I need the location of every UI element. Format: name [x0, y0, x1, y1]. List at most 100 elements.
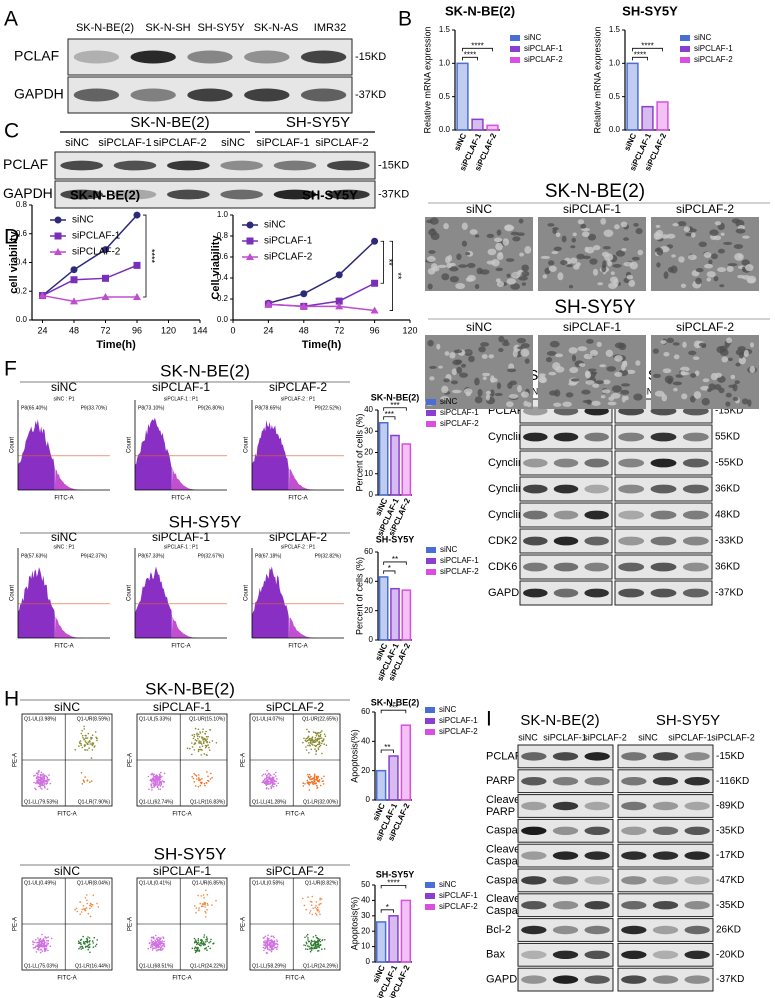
blot-band: [684, 851, 710, 860]
blot-band: [130, 88, 176, 102]
event-dot: [320, 777, 323, 780]
event-dot: [39, 782, 41, 784]
event-dot: [35, 788, 37, 791]
event-dot: [206, 940, 209, 942]
blot-strip: [54, 180, 376, 209]
cell: [602, 246, 611, 250]
event-dot: [36, 944, 39, 947]
event-dot: [273, 936, 275, 939]
event-dot: [206, 908, 208, 911]
y-tick-label: 50: [361, 880, 370, 889]
lane-label: siPCLAF-2: [315, 137, 368, 149]
cell: [568, 382, 577, 386]
event-dot: [45, 779, 48, 782]
event-dot: [309, 910, 312, 912]
event-dot: [204, 784, 206, 787]
cell: [591, 400, 601, 406]
event-dot: [315, 776, 318, 779]
event-dot: [155, 946, 158, 948]
event-dot: [304, 739, 307, 742]
event-dot: [198, 740, 200, 742]
blot-band: [553, 588, 579, 598]
event-dot: [206, 902, 209, 905]
event-dot: [42, 944, 44, 947]
quadrant-label: Q1-UR(8.59%): [77, 716, 110, 722]
cell: [633, 393, 643, 401]
lane-label: siNC: [525, 386, 545, 396]
histogram-area: [252, 566, 289, 638]
event-dot: [319, 737, 322, 740]
cell: [577, 346, 588, 352]
legend-swatch: [426, 547, 436, 553]
event-dot: [150, 939, 153, 941]
cell: [704, 263, 714, 269]
bar: [471, 118, 484, 131]
row-label: GAPDH: [3, 185, 53, 201]
significance-label: ***: [385, 410, 394, 419]
histogram-area: [135, 566, 172, 638]
cell: [551, 251, 559, 255]
x-tick-label: 48: [299, 325, 309, 335]
y-tick-label: 40: [364, 405, 373, 414]
event-dot: [273, 780, 276, 783]
size-label: -15KD: [378, 159, 409, 171]
row-label: PCLAF: [3, 156, 48, 172]
cell: [701, 397, 710, 406]
event-dot: [199, 781, 202, 784]
event-dot: [204, 733, 207, 735]
cell: [440, 396, 450, 401]
event-dot: [307, 730, 310, 733]
cell: [554, 366, 565, 373]
cell: [427, 283, 433, 290]
y-tick-label: 60: [361, 707, 370, 716]
event-dot: [263, 944, 265, 946]
event-dot: [318, 738, 320, 740]
event-dot: [78, 745, 80, 747]
cell: [506, 278, 517, 285]
legend-swatch: [425, 718, 435, 724]
event-dot: [76, 910, 79, 913]
axis-label: Count: [244, 585, 250, 601]
event-dot: [151, 772, 153, 775]
cell: [486, 260, 496, 265]
axis-label: FITC-A: [288, 496, 307, 502]
event-dot: [150, 946, 152, 949]
event-dot: [155, 940, 157, 943]
y-tick-label: 40: [361, 736, 370, 745]
event-dot: [161, 940, 164, 942]
x-tick-label: 24: [37, 325, 47, 335]
event-dot: [312, 740, 314, 742]
event-dot: [313, 940, 316, 942]
cell: [581, 228, 591, 232]
event-dot: [155, 934, 157, 937]
event-dot: [201, 737, 203, 739]
x-tick-label: 96: [370, 325, 380, 335]
event-dot: [266, 939, 269, 942]
event-dot: [207, 775, 209, 778]
event-dot: [272, 776, 274, 779]
marker: [264, 300, 273, 308]
histogram-area: [288, 469, 319, 490]
event-dot: [198, 774, 200, 776]
event-dot: [304, 783, 306, 785]
cell: [461, 222, 468, 230]
event-dot: [262, 780, 265, 782]
event-dot: [265, 780, 268, 783]
micrograph: [425, 217, 533, 291]
event-dot: [204, 910, 206, 913]
event-dot: [157, 946, 159, 949]
event-dot: [47, 778, 50, 781]
lane-label: siPCLAF-2: [711, 732, 755, 742]
blot-band: [244, 50, 290, 64]
y-tick-label: 30: [364, 426, 373, 435]
event-dot: [32, 947, 35, 949]
event-dot: [320, 737, 323, 739]
event-dot: [198, 907, 200, 909]
event-dot: [309, 741, 312, 744]
cell: [568, 284, 574, 289]
event-dot: [200, 942, 203, 944]
cell: [518, 276, 528, 281]
size-label: -20KD: [716, 949, 744, 960]
event-dot: [199, 746, 201, 748]
event-dot: [80, 732, 83, 735]
